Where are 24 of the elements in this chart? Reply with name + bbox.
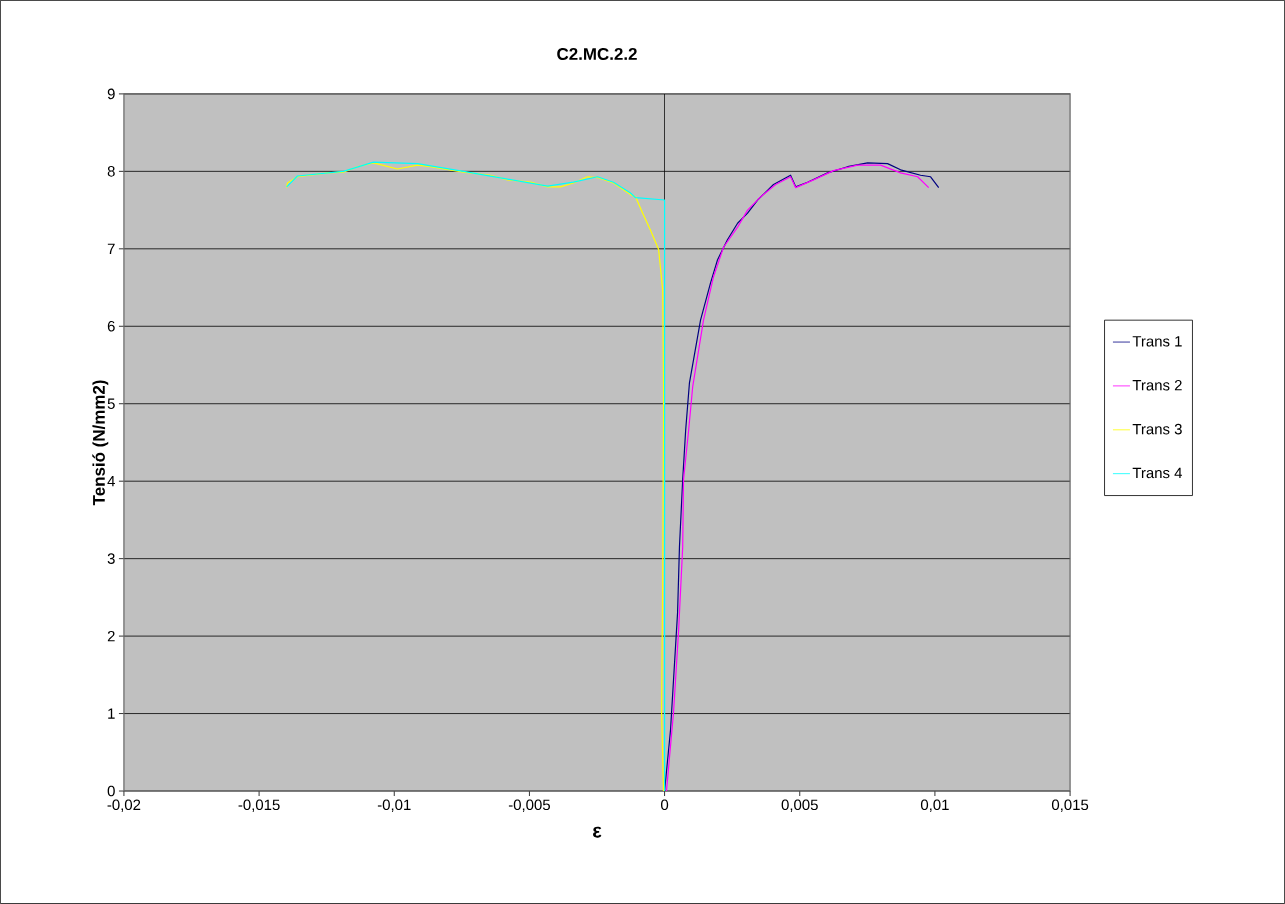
x-tick-label: 0,01 [920,799,949,812]
x-axis-title: ε [593,826,602,838]
x-tick-label: -0,015 [238,799,280,812]
y-tick-label: 8 [107,166,115,177]
x-tick-label: 0,005 [781,799,818,812]
y-tick-label: 9 [107,88,115,100]
legend-label: Trans 4 [1132,467,1183,479]
legend-label: Trans 3 [1132,423,1182,435]
x-tick-label: -0,02 [107,799,141,812]
y-tick-label: 2 [107,630,115,642]
legend-label: Trans 2 [1132,379,1182,391]
x-tick-label: 0 [661,799,669,811]
legend-label: Trans 1 [1132,336,1182,347]
y-tick-label: 7 [107,243,115,254]
y-tick-label: 1 [108,708,115,719]
y-tick-label: 6 [107,321,115,332]
x-tick-label: -0,01 [377,799,411,812]
y-tick-label: 3 [107,553,115,564]
y-tick-label: 5 [107,398,115,409]
chart-title: C2.MC.2.2 [557,48,637,61]
y-tick-label: 0 [107,785,115,797]
x-tick-label: -0,005 [508,799,550,812]
y-tick-label: 4 [107,476,115,487]
x-tick-label: 0,015 [1051,799,1089,812]
